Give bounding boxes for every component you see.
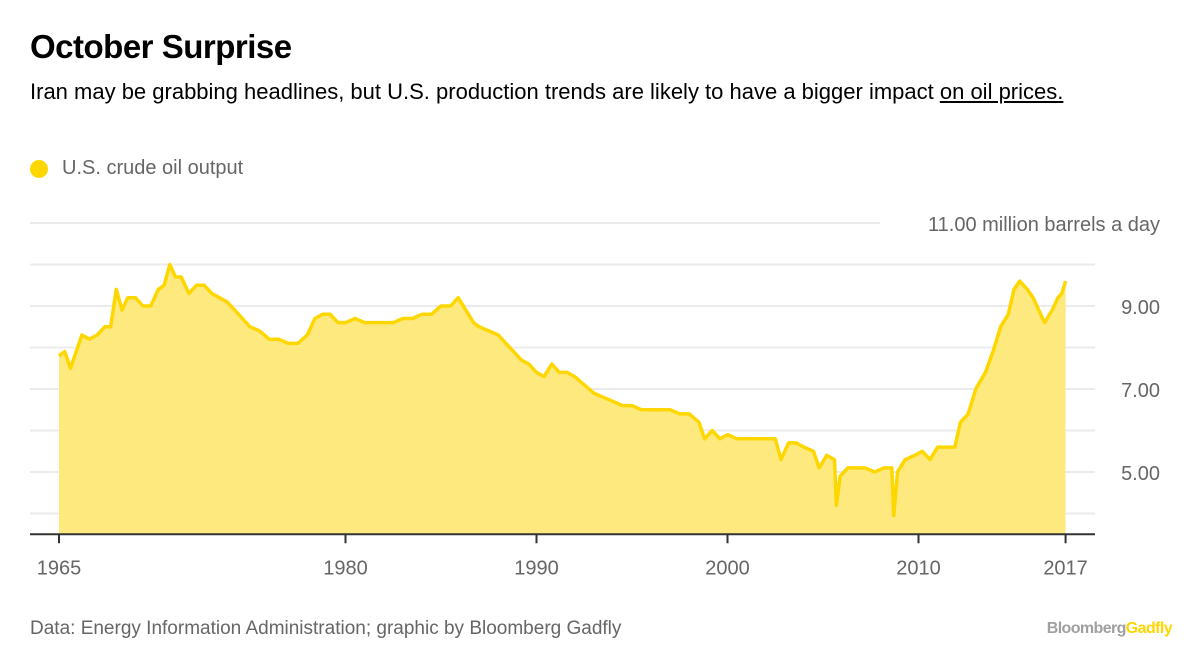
- x-tick-label: 1965: [37, 557, 82, 579]
- legend: U.S. crude oil output: [30, 157, 243, 180]
- x-tick-label: 2017: [1043, 557, 1088, 579]
- area-fill: [59, 264, 1066, 535]
- subtitle-text: Iran may be grabbing headlines, but U.S.…: [30, 79, 940, 104]
- source-note: Data: Energy Information Administration;…: [30, 618, 622, 639]
- legend-dot-icon: [30, 159, 48, 178]
- bloomberg-gadfly-logo: BloombergGadfly: [1046, 620, 1173, 637]
- x-tick-label: 2000: [705, 557, 750, 579]
- y-tick-label: 9.00: [1121, 297, 1160, 319]
- x-tick-label: 2010: [896, 557, 941, 579]
- legend-label: U.S. crude oil output: [62, 157, 244, 179]
- x-tick-label: 1980: [323, 557, 368, 579]
- y-tick-label: 5.00: [1121, 463, 1160, 485]
- chart-subtitle: Iran may be grabbing headlines, but U.S.…: [30, 78, 1170, 106]
- y-tick-label: 7.00: [1121, 380, 1160, 402]
- subtitle-link[interactable]: on oil prices.: [939, 79, 1064, 104]
- x-tick-label: 1990: [514, 557, 559, 579]
- y-tick-label: 11.00 million barrels a day: [928, 214, 1160, 236]
- chart-title: October Surprise: [30, 28, 292, 65]
